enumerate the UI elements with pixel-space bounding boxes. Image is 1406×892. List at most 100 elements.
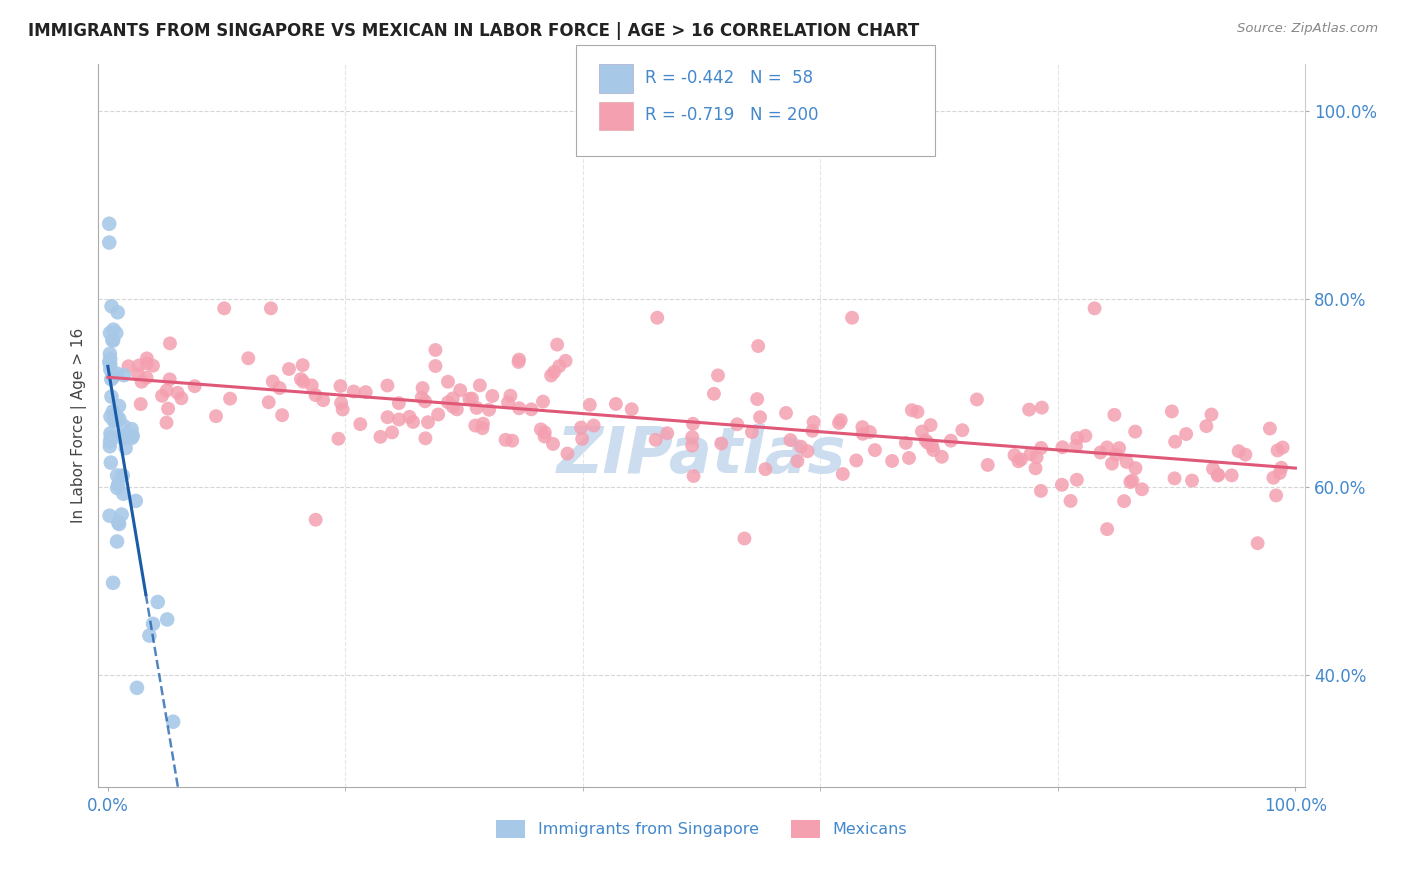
Point xyxy=(681,439,703,453)
Point xyxy=(170,392,193,406)
Point xyxy=(749,410,772,425)
Point xyxy=(388,396,411,410)
Point xyxy=(478,402,501,417)
Point xyxy=(495,433,517,447)
Point xyxy=(1267,443,1289,458)
Point xyxy=(312,393,335,408)
Point xyxy=(100,372,122,386)
Point xyxy=(103,414,125,428)
Point xyxy=(605,397,627,411)
Point xyxy=(540,368,562,383)
Point xyxy=(1029,441,1052,455)
Point xyxy=(1105,448,1128,462)
Point xyxy=(966,392,988,407)
Point xyxy=(278,362,301,376)
Point xyxy=(1270,460,1292,475)
Point xyxy=(1029,483,1052,498)
Point xyxy=(156,612,179,626)
Point xyxy=(330,396,353,410)
Point xyxy=(262,375,284,389)
Point xyxy=(931,450,953,464)
Point xyxy=(571,432,593,446)
Point xyxy=(922,442,945,457)
Point xyxy=(142,359,165,373)
Point xyxy=(911,425,934,439)
Point xyxy=(150,389,173,403)
Point xyxy=(1083,301,1105,316)
Point xyxy=(554,353,576,368)
Point xyxy=(142,616,165,631)
Point xyxy=(543,365,565,379)
Point xyxy=(257,395,280,409)
Point xyxy=(100,299,122,313)
Point xyxy=(682,469,704,483)
Point xyxy=(779,433,801,447)
Point xyxy=(707,368,730,383)
Point xyxy=(156,384,179,398)
Point xyxy=(219,392,242,406)
Point xyxy=(1201,408,1223,422)
Point xyxy=(851,420,873,434)
Point xyxy=(121,429,143,443)
Point xyxy=(1018,402,1040,417)
Point xyxy=(481,389,503,403)
Point xyxy=(569,420,592,434)
Point xyxy=(1268,466,1291,480)
Point xyxy=(950,423,973,437)
Point xyxy=(101,334,124,348)
Point xyxy=(775,406,797,420)
Point xyxy=(894,436,917,450)
Point xyxy=(852,426,875,441)
Point xyxy=(108,399,131,413)
Point xyxy=(100,409,122,424)
Point xyxy=(465,401,488,415)
Point xyxy=(290,372,312,386)
Point xyxy=(1064,439,1087,453)
Point xyxy=(108,516,131,531)
Point xyxy=(437,395,460,409)
Point xyxy=(101,371,124,385)
Point xyxy=(446,402,468,417)
Point xyxy=(105,326,128,340)
Point xyxy=(98,434,121,449)
Point xyxy=(461,392,484,406)
Point xyxy=(413,394,436,409)
Point xyxy=(530,422,553,436)
Point xyxy=(533,425,555,440)
Point xyxy=(501,434,523,448)
Point xyxy=(1234,448,1257,462)
Point xyxy=(260,301,283,316)
Point xyxy=(1246,536,1268,550)
Point xyxy=(1123,425,1146,439)
Point xyxy=(1095,522,1118,536)
Point xyxy=(354,385,377,400)
Point xyxy=(1115,455,1137,469)
Point xyxy=(100,390,122,404)
Point xyxy=(425,343,447,357)
Point xyxy=(135,351,157,366)
Point xyxy=(121,422,143,436)
Point xyxy=(921,439,943,453)
Point xyxy=(1066,473,1088,487)
Point xyxy=(1025,450,1047,465)
Point xyxy=(101,575,124,590)
Point xyxy=(292,375,315,389)
Point xyxy=(1130,483,1153,497)
Point xyxy=(328,432,350,446)
Point xyxy=(914,434,936,448)
Point xyxy=(114,428,136,442)
Point xyxy=(725,417,748,432)
Point xyxy=(271,408,294,422)
Point xyxy=(1163,471,1185,485)
Point xyxy=(831,467,853,481)
Point xyxy=(1206,467,1229,482)
Point xyxy=(796,444,818,458)
Point xyxy=(747,339,769,353)
Point xyxy=(135,370,157,384)
Point xyxy=(162,714,184,729)
Point xyxy=(159,336,181,351)
Point xyxy=(681,430,703,444)
Point xyxy=(472,417,495,431)
Point xyxy=(304,388,326,402)
Point xyxy=(112,486,135,500)
